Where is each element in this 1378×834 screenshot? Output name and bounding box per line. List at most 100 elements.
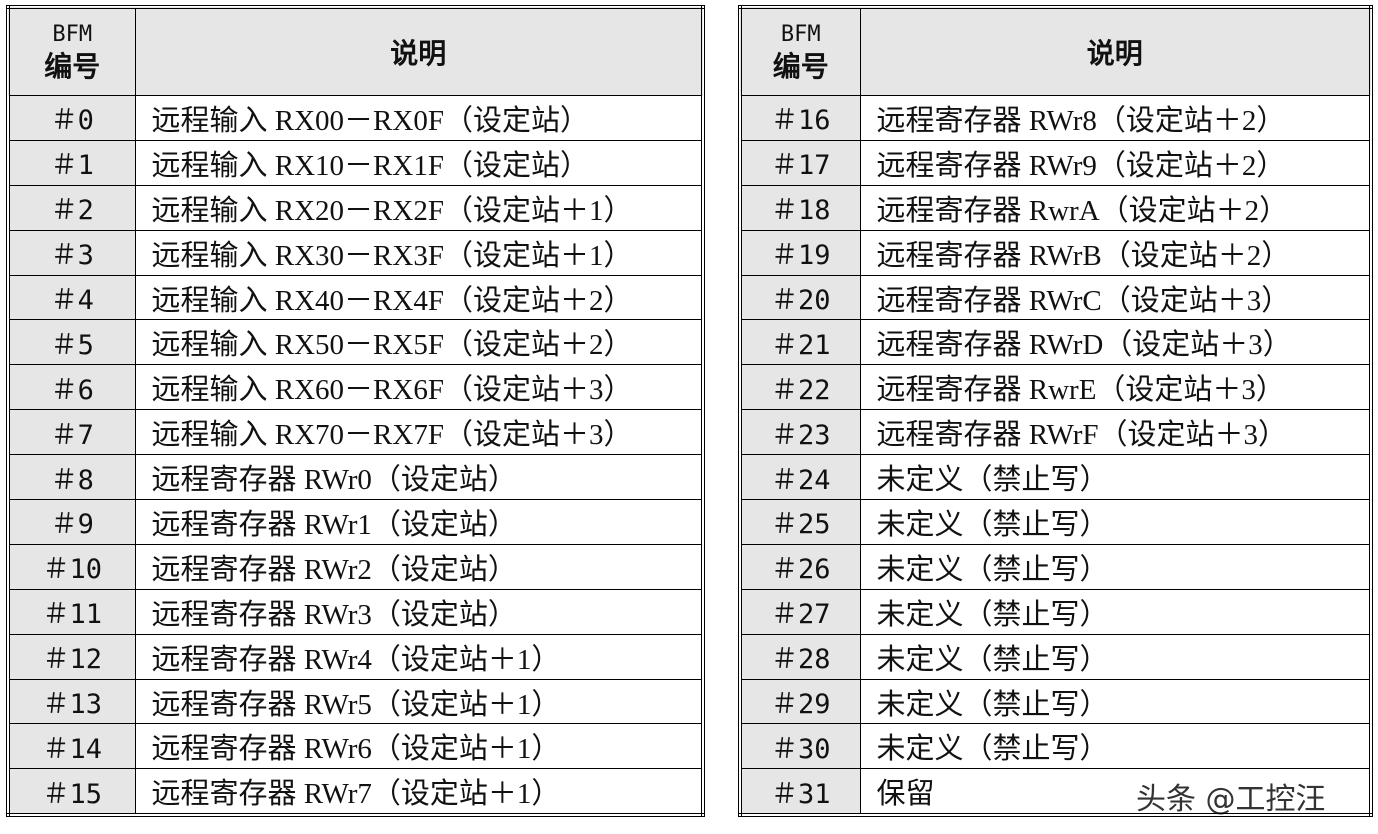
description: 远程输入 RX00－RX0F（设定站） xyxy=(134,95,704,141)
bfm-code: ＃3 xyxy=(7,229,136,276)
description: 未定义（禁止写） xyxy=(859,543,1372,590)
bfm-code: ＃6 xyxy=(7,364,136,411)
description: 远程寄存器 RWr4（设定站＋1） xyxy=(134,633,704,680)
bfm-code: ＃22 xyxy=(739,364,861,411)
row: ＃20 远程寄存器 RWrC（设定站＋3） xyxy=(739,274,1372,321)
description: 未定义（禁止写） xyxy=(859,588,1372,635)
description: 远程寄存器 RWrB（设定站＋2） xyxy=(859,229,1372,276)
description: 远程输入 RX60－RX6F（设定站＋3） xyxy=(134,364,704,411)
bfm-code: ＃24 xyxy=(739,454,861,501)
description: 远程寄存器 RWrC（设定站＋3） xyxy=(859,274,1372,321)
row: ＃15 远程寄存器 RWr7（设定站＋1） xyxy=(7,768,704,816)
bfm-code: ＃26 xyxy=(739,543,861,590)
row: ＃7 远程输入 RX70－RX7F（设定站＋3） xyxy=(7,409,704,456)
description: 远程输入 RX20－RX2F（设定站＋1） xyxy=(134,184,704,231)
bfm-code: ＃11 xyxy=(7,588,136,635)
row: ＃23 远程寄存器 RWrF（设定站＋3） xyxy=(739,409,1372,456)
description: 远程寄存器 RWr9（设定站＋2） xyxy=(859,139,1372,186)
bfm-code: ＃13 xyxy=(7,678,136,725)
bfm-code: ＃23 xyxy=(739,409,861,456)
bfm-code: ＃21 xyxy=(739,319,861,366)
bfm-code: ＃19 xyxy=(739,229,861,276)
row: ＃25 未定义（禁止写） xyxy=(739,499,1372,545)
row: ＃22 远程寄存器 RwrE（设定站＋3） xyxy=(739,364,1372,411)
header-code-line: BFM xyxy=(780,21,821,47)
bfm-code: ＃10 xyxy=(7,543,136,590)
description: 远程输入 RX70－RX7F（设定站＋3） xyxy=(134,409,704,456)
header-code: BFM 编号 xyxy=(7,6,136,96)
row: ＃2 远程输入 RX20－RX2F（设定站＋1） xyxy=(7,184,704,231)
row: ＃19 远程寄存器 RWrB（设定站＋2） xyxy=(739,229,1372,276)
bfm-code: ＃8 xyxy=(7,454,136,501)
description: 远程寄存器 RWrD（设定站＋3） xyxy=(859,319,1372,366)
row: ＃0 远程输入 RX00－RX0F（设定站） xyxy=(7,95,704,141)
description: 远程输入 RX40－RX4F（设定站＋2） xyxy=(134,274,704,321)
description: 远程寄存器 RWr1（设定站） xyxy=(134,499,704,545)
bfm-code: ＃2 xyxy=(7,184,136,231)
description: 远程寄存器 RWr5（设定站＋1） xyxy=(134,678,704,725)
row: ＃12 远程寄存器 RWr4（设定站＋1） xyxy=(7,633,704,680)
description: 远程寄存器 RWr0（设定站） xyxy=(134,454,704,501)
bfm-code: ＃28 xyxy=(739,633,861,680)
bfm-code: ＃20 xyxy=(739,274,861,321)
bfm-code: ＃25 xyxy=(739,499,861,545)
header-row: BFM 编号 说明 xyxy=(739,6,1372,96)
row: ＃13 远程寄存器 RWr5（设定站＋1） xyxy=(7,678,704,725)
row: ＃28 未定义（禁止写） xyxy=(739,633,1372,680)
row: ＃29 未定义（禁止写） xyxy=(739,678,1372,725)
header-code: BFM 编号 xyxy=(739,6,861,96)
row: ＃11 远程寄存器 RWr3（设定站） xyxy=(7,588,704,635)
bfm-code: ＃14 xyxy=(7,723,136,770)
description: 远程寄存器 RWr6（设定站＋1） xyxy=(134,723,704,770)
row: ＃31 保留 xyxy=(739,768,1372,816)
bfm-code: ＃18 xyxy=(739,184,861,231)
bfm-table: BFM 编号 说明 ＃0 远程输入 RX00－RX0F（设定站） ＃1 远程输入 RX10－… xyxy=(6,5,705,818)
bfm-code: ＃4 xyxy=(7,274,136,321)
row: ＃1 远程输入 RX10－RX1F（设定站） xyxy=(7,139,704,186)
description: 未定义（禁止写） xyxy=(859,633,1372,680)
header-row: BFM 编号 说明 xyxy=(7,6,704,96)
description: 远程寄存器 RWr8（设定站＋2） xyxy=(859,95,1372,141)
description: 未定义（禁止写） xyxy=(859,499,1372,545)
header-code-line: 编号 xyxy=(772,49,829,83)
bfm-code: ＃27 xyxy=(739,588,861,635)
description: 远程输入 RX30－RX3F（设定站＋1） xyxy=(134,229,704,276)
bfm-code: ＃29 xyxy=(739,678,861,725)
description: 远程寄存器 RwrA（设定站＋2） xyxy=(859,184,1372,231)
description: 远程寄存器 RWrF（设定站＋3） xyxy=(859,409,1372,456)
row: ＃10 远程寄存器 RWr2（设定站） xyxy=(7,543,704,590)
bfm-code: ＃0 xyxy=(7,95,136,141)
row: ＃4 远程输入 RX40－RX4F（设定站＋2） xyxy=(7,274,704,321)
description: 未定义（禁止写） xyxy=(859,678,1372,725)
description: 远程寄存器 RwrE（设定站＋3） xyxy=(859,364,1372,411)
description: 远程输入 RX10－RX1F（设定站） xyxy=(134,139,704,186)
row: ＃18 远程寄存器 RwrA（设定站＋2） xyxy=(739,184,1372,231)
description: 未定义（禁止写） xyxy=(859,454,1372,501)
row: ＃8 远程寄存器 RWr0（设定站） xyxy=(7,454,704,501)
row: ＃6 远程输入 RX60－RX6F（设定站＋3） xyxy=(7,364,704,411)
row: ＃26 未定义（禁止写） xyxy=(739,543,1372,590)
description: 保留 xyxy=(859,768,1372,816)
row: ＃14 远程寄存器 RWr6（设定站＋1） xyxy=(7,723,704,770)
bfm-code: ＃31 xyxy=(739,768,861,816)
header-code-line: 编号 xyxy=(44,49,101,83)
bfm-code: ＃16 xyxy=(739,95,861,141)
bfm-table: BFM 编号 说明 ＃16 远程寄存器 RWr8（设定站＋2） ＃17 远程寄存器 RWr9… xyxy=(738,5,1373,818)
bfm-code: ＃17 xyxy=(739,139,861,186)
bfm-code: ＃12 xyxy=(7,633,136,680)
bfm-code: ＃15 xyxy=(7,768,136,816)
header-code-line: BFM xyxy=(52,21,93,47)
header-desc: 说明 xyxy=(134,6,704,96)
row: ＃9 远程寄存器 RWr1（设定站） xyxy=(7,499,704,545)
row: ＃5 远程输入 RX50－RX5F（设定站＋2） xyxy=(7,319,704,366)
row: ＃24 未定义（禁止写） xyxy=(739,454,1372,501)
row: ＃16 远程寄存器 RWr8（设定站＋2） xyxy=(739,95,1372,141)
description: 未定义（禁止写） xyxy=(859,723,1372,770)
row: ＃30 未定义（禁止写） xyxy=(739,723,1372,770)
bfm-code: ＃30 xyxy=(739,723,861,770)
row: ＃17 远程寄存器 RWr9（设定站＋2） xyxy=(739,139,1372,186)
row: ＃3 远程输入 RX30－RX3F（设定站＋1） xyxy=(7,229,704,276)
header-desc: 说明 xyxy=(859,6,1372,96)
bfm-code: ＃7 xyxy=(7,409,136,456)
